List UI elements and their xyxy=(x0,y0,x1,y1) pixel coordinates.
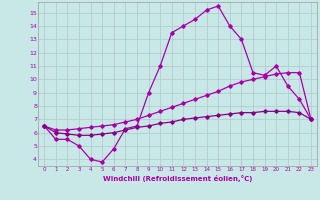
X-axis label: Windchill (Refroidissement éolien,°C): Windchill (Refroidissement éolien,°C) xyxy=(103,175,252,182)
